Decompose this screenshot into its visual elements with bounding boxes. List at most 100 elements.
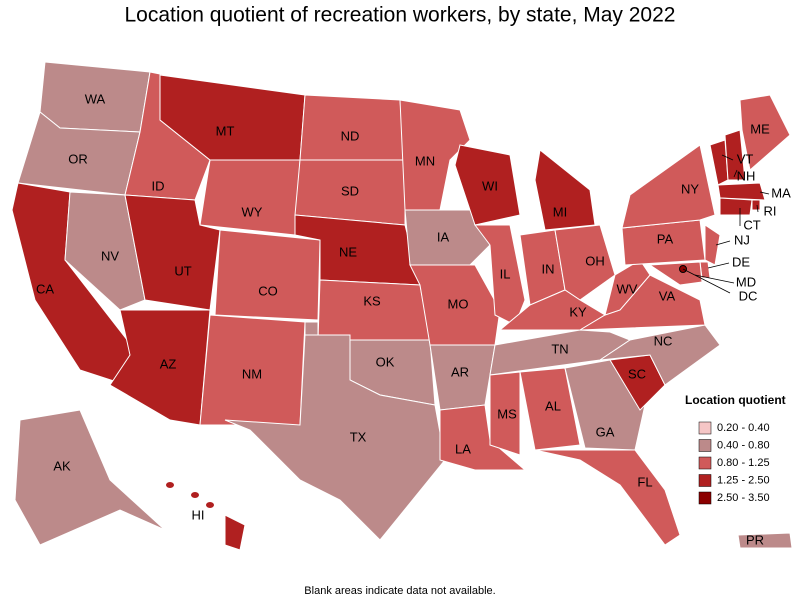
leader-line — [682, 268, 731, 294]
legend-swatch — [698, 491, 712, 505]
state-label: GA — [596, 424, 615, 439]
footnote: Blank areas indicate data not available. — [304, 585, 495, 597]
state-label: ID — [152, 178, 165, 193]
state — [719, 197, 753, 216]
state-label: OK — [376, 354, 395, 369]
state-label: TX — [350, 429, 367, 444]
states — [11, 61, 793, 551]
state-label: LA — [455, 441, 471, 456]
state-label: NM — [242, 366, 262, 381]
state-label: WY — [242, 204, 263, 219]
state-label: OH — [585, 253, 605, 268]
legend: 0.20 - 0.40 0.40 - 0.80 0.80 - 1.25 1.25 - … — [698, 421, 770, 505]
state-label: NH — [737, 168, 756, 183]
state-label: MT — [216, 123, 235, 138]
state-label: WI — [482, 178, 498, 193]
state-label: FL — [637, 474, 652, 489]
state-label: NE — [339, 244, 357, 259]
state-label: ME — [750, 121, 770, 136]
state-label: VT — [737, 151, 754, 166]
state-label: IA — [437, 229, 450, 244]
state — [534, 449, 681, 546]
state — [599, 324, 721, 386]
state — [621, 144, 716, 229]
state — [317, 279, 431, 341]
leader-line — [721, 154, 734, 161]
state-label: WV — [617, 281, 638, 296]
state — [64, 191, 146, 311]
leader-line — [715, 240, 731, 246]
state-label: AZ — [160, 356, 177, 371]
state-label: IL — [500, 266, 511, 281]
state-label: IN — [542, 261, 555, 276]
state — [717, 182, 766, 201]
state — [724, 129, 746, 181]
state — [554, 224, 616, 301]
state-label: MA — [771, 185, 791, 200]
state — [224, 334, 446, 541]
state-label: AL — [545, 398, 561, 413]
state-label: SD — [341, 183, 359, 198]
leader-line — [759, 191, 770, 195]
state — [109, 309, 211, 426]
state-label: CO — [258, 283, 278, 298]
state — [489, 371, 521, 456]
state — [199, 159, 301, 236]
state-label: TN — [551, 341, 568, 356]
state — [704, 224, 721, 266]
state-label: SC — [628, 366, 646, 381]
state — [604, 259, 651, 316]
state-label: MD — [736, 274, 756, 289]
state-label: AK — [53, 458, 71, 473]
leader-line — [733, 169, 738, 178]
state — [648, 261, 703, 286]
state-labels: WA OR CA NV ID MT WY UT AZ CO NM ND SD NE KS OK TX MN IA MO… — [36, 91, 791, 547]
state — [224, 514, 246, 551]
state-label: CT — [743, 217, 760, 232]
state-label: OR — [68, 151, 88, 166]
state-label: WA — [85, 91, 106, 106]
island — [191, 492, 199, 498]
state — [454, 144, 521, 226]
state-label: NV — [101, 248, 119, 263]
state-label: MO — [448, 296, 469, 311]
state-label: MN — [415, 153, 435, 168]
legend-swatch — [698, 421, 712, 435]
state — [404, 209, 491, 266]
legend-label: 0.80 - 1.25 — [717, 457, 770, 469]
state-label: NY — [681, 181, 699, 196]
state-label: DE — [732, 254, 750, 269]
state — [737, 532, 793, 549]
state-label: KS — [363, 293, 381, 308]
state-label: RI — [764, 203, 777, 218]
legend-swatch — [698, 456, 712, 470]
legend-label: 1.25 - 2.50 — [717, 474, 770, 486]
state-label: ND — [341, 128, 360, 143]
state-label: DC — [739, 288, 758, 303]
state — [534, 149, 596, 231]
legend-label: 0.20 - 0.40 — [717, 422, 770, 434]
state — [439, 404, 527, 471]
state-label: HI — [192, 507, 205, 522]
state-label: KY — [569, 304, 587, 319]
legend-title: Location quotient — [685, 393, 786, 407]
state — [751, 199, 761, 211]
legend-swatch — [698, 474, 712, 487]
state — [519, 367, 581, 451]
state-label: VA — [659, 288, 676, 303]
state-label: PR — [746, 532, 764, 547]
state-label: NC — [654, 333, 673, 348]
state — [214, 229, 321, 321]
state-label: PA — [657, 231, 674, 246]
state-label: MS — [497, 406, 517, 421]
state — [739, 94, 791, 171]
state-label: CA — [36, 281, 54, 296]
state-label: AR — [451, 364, 469, 379]
state-label: MI — [553, 204, 567, 219]
map-title: Location quotient of recreation workers,… — [125, 4, 676, 27]
legend-swatch — [698, 439, 712, 452]
legend-label: 0.40 - 0.80 — [717, 439, 770, 451]
leader-line — [756, 204, 759, 213]
